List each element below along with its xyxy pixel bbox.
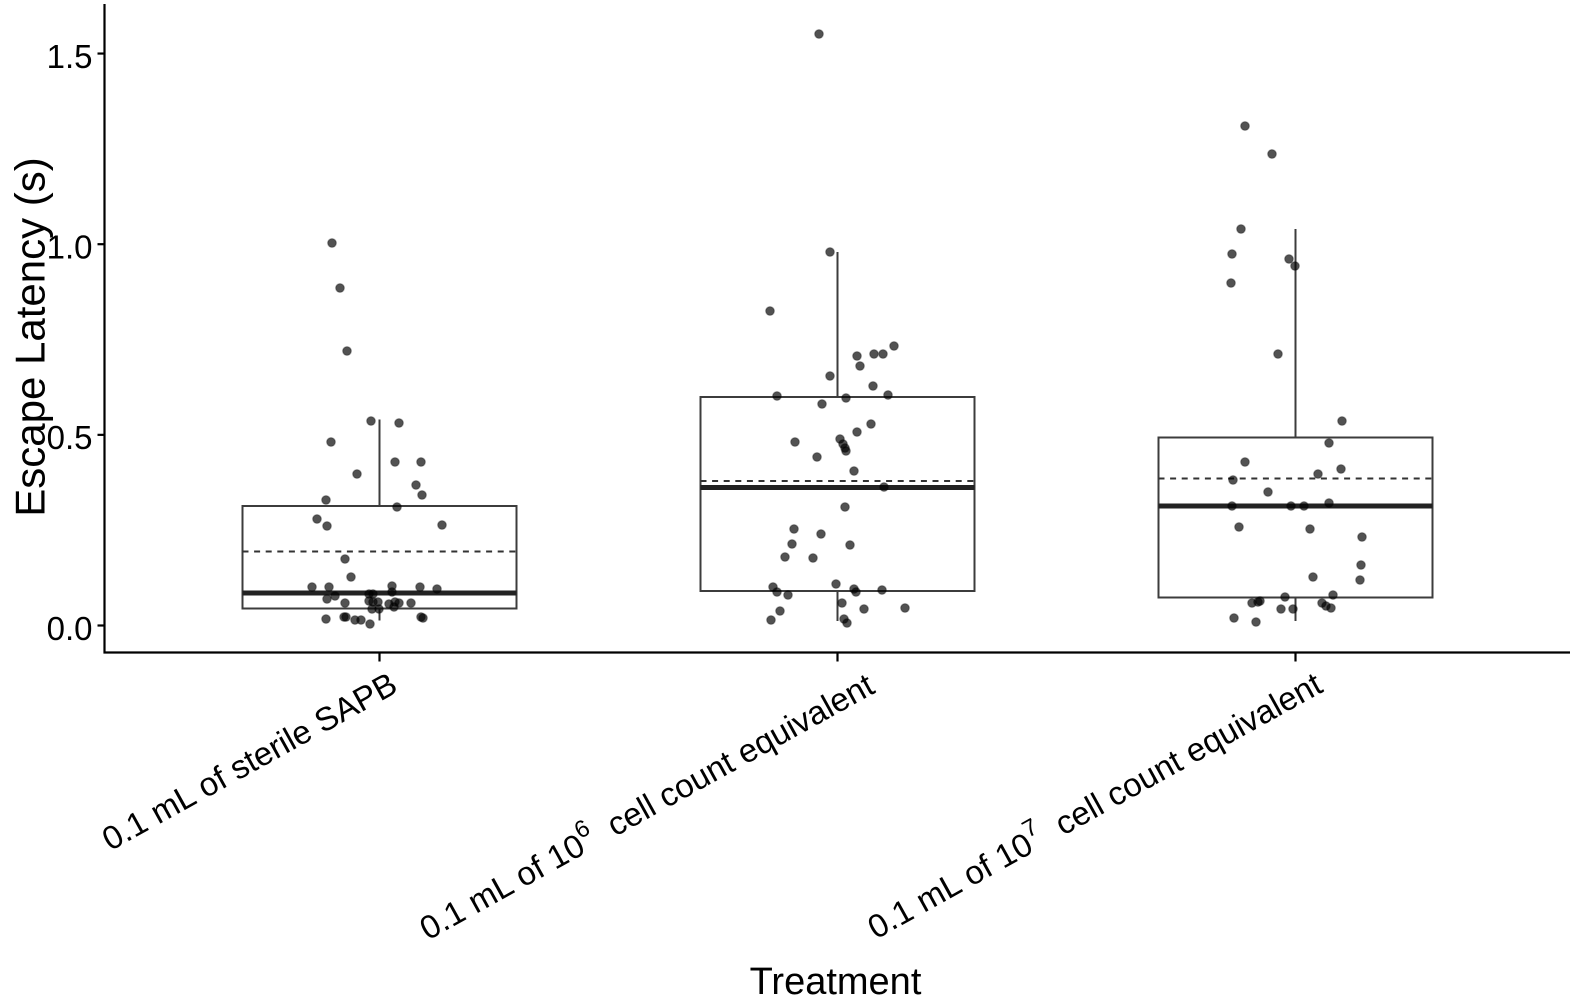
svg-text:0.0: 0.0	[47, 610, 93, 647]
svg-text:1.5: 1.5	[47, 38, 93, 75]
svg-text:0.5: 0.5	[47, 419, 93, 456]
svg-text:1.0: 1.0	[47, 229, 93, 266]
svg-text:Treatment: Treatment	[750, 961, 922, 1001]
svg-text:Escape Latency (s): Escape Latency (s)	[7, 157, 54, 517]
